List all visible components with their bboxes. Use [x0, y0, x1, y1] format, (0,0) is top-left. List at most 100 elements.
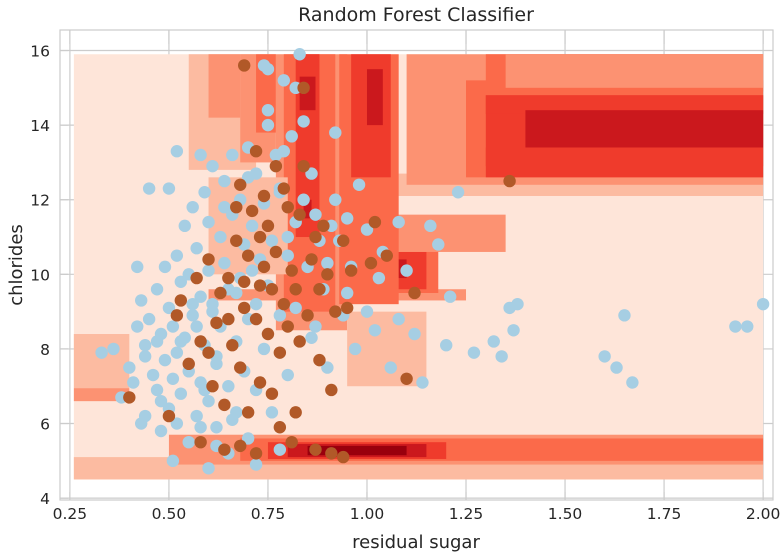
class0-point-149 — [305, 167, 318, 180]
class0-point-137 — [249, 458, 263, 471]
region-band-22 — [505, 54, 764, 88]
class0-point-36 — [190, 242, 203, 255]
class0-point-51 — [214, 230, 227, 244]
class0-point-115 — [408, 327, 421, 341]
class0-point-11 — [142, 182, 156, 195]
class1-point-48 — [309, 230, 322, 244]
class0-point-22 — [166, 320, 180, 333]
class1-point-75 — [253, 230, 267, 244]
class0-point-123 — [487, 335, 500, 348]
class1-point-9 — [210, 316, 223, 330]
class0-point-37 — [190, 409, 203, 423]
region-band-20 — [485, 95, 764, 114]
y-tick-label: 14 — [30, 117, 50, 135]
class1-point-28 — [257, 260, 271, 274]
x-tick-label: 1.50 — [548, 505, 583, 523]
plot-frame — [59, 29, 774, 501]
class1-point-66 — [218, 443, 231, 456]
class0-point-116 — [416, 376, 429, 389]
class0-point-39 — [194, 290, 207, 303]
x-axis-label: residual sugar — [352, 532, 480, 553]
class1-point-50 — [313, 283, 326, 296]
region-band-21 — [525, 110, 764, 148]
class0-point-113 — [392, 312, 405, 326]
class0-point-158 — [309, 320, 322, 333]
class1-point-5 — [190, 271, 203, 285]
class0-point-45 — [202, 394, 215, 408]
class1-point-37 — [277, 297, 291, 311]
class0-point-127 — [511, 297, 524, 311]
class0-point-136 — [273, 443, 287, 456]
class1-point-17 — [234, 361, 247, 374]
class1-point-16 — [234, 178, 247, 192]
class1-point-70 — [309, 443, 322, 456]
class1-point-32 — [265, 387, 279, 400]
class1-point-57 — [340, 301, 354, 315]
class0-point-68 — [241, 432, 255, 445]
class0-point-124 — [495, 350, 508, 363]
class1-point-21 — [241, 406, 255, 419]
class0-point-23 — [166, 454, 180, 468]
class0-point-145 — [206, 297, 219, 311]
class0-point-99 — [321, 361, 334, 374]
class0-point-109 — [360, 223, 374, 236]
class1-point-10 — [214, 286, 227, 300]
class1-point-23 — [249, 312, 263, 326]
class0-point-10 — [142, 312, 156, 326]
class1-point-42 — [289, 283, 302, 296]
class0-point-121 — [451, 186, 465, 199]
class0-point-108 — [360, 305, 374, 318]
class0-point-147 — [245, 264, 259, 277]
class0-point-107 — [352, 178, 366, 192]
class1-point-24 — [249, 145, 263, 158]
class1-point-52 — [321, 268, 334, 281]
class0-point-26 — [170, 346, 184, 359]
class0-point-12 — [146, 368, 160, 382]
class0-point-126 — [507, 324, 520, 337]
class0-point-150 — [329, 193, 342, 206]
x-tick-label: 2.00 — [746, 505, 781, 523]
class0-point-85 — [281, 249, 294, 262]
class1-point-58 — [344, 264, 358, 277]
class1-point-30 — [261, 327, 275, 341]
x-tick-label: 0.25 — [53, 505, 88, 523]
class1-point-68 — [249, 447, 263, 460]
class1-point-3 — [174, 294, 188, 307]
class0-point-29 — [178, 219, 191, 233]
class0-point-106 — [348, 342, 362, 356]
y-tick-label: 16 — [30, 43, 50, 61]
class0-point-4 — [127, 376, 140, 389]
class0-point-153 — [261, 118, 275, 132]
class1-point-44 — [297, 81, 310, 95]
class1-point-22 — [245, 204, 259, 218]
class0-point-56 — [222, 380, 235, 393]
class0-point-119 — [440, 338, 453, 352]
class0-point-89 — [289, 301, 302, 315]
region-band-18 — [485, 147, 764, 178]
y-tick-label: 8 — [40, 341, 50, 359]
class0-point-90 — [293, 48, 306, 61]
class0-point-79 — [265, 234, 279, 247]
class1-point-19 — [237, 301, 251, 315]
class1-point-63 — [408, 286, 421, 300]
class0-point-54 — [218, 256, 231, 270]
class0-point-140 — [170, 417, 184, 430]
region-band-7 — [73, 334, 130, 389]
class1-point-1 — [162, 409, 176, 423]
class1-point-18 — [237, 59, 251, 72]
class0-point-156 — [261, 62, 275, 76]
decision-regions — [73, 54, 764, 480]
class0-point-160 — [372, 271, 386, 285]
class0-point-120 — [443, 290, 457, 303]
class0-point-164 — [150, 335, 164, 348]
x-tick-label: 0.75 — [251, 505, 286, 523]
class0-point-17 — [158, 260, 172, 274]
class1-point-0 — [123, 391, 136, 404]
class0-point-71 — [249, 297, 263, 311]
y-tick-label: 6 — [40, 416, 50, 434]
class0-point-76 — [257, 342, 271, 356]
class0-point-114 — [400, 264, 413, 277]
class1-point-4 — [182, 357, 195, 371]
x-axis-ticks: 0.25 0.50 0.75 1.00 1.25 1.50 1.75 2.00 — [53, 30, 781, 523]
class0-point-41 — [198, 186, 211, 199]
